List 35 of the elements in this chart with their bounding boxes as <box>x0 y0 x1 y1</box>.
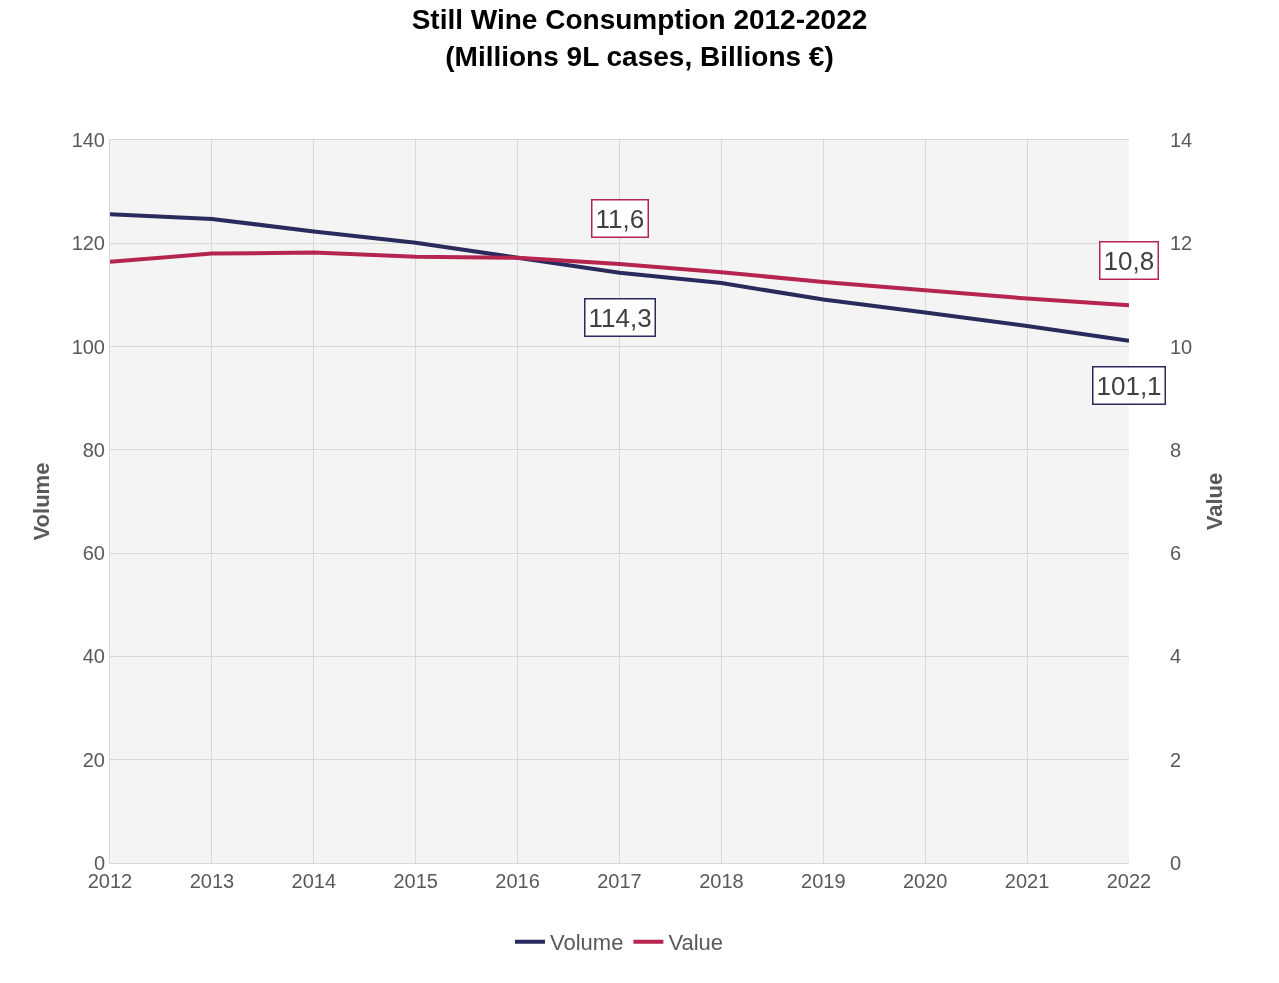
y2-tick-label: 0 <box>1170 852 1182 874</box>
y-tick-label: 100 <box>71 335 105 358</box>
y-tick-label: 60 <box>82 542 105 565</box>
chart-title: Still Wine Consumption 2012-2022 <box>411 4 868 36</box>
x-tick-label: 2022 <box>1106 870 1152 892</box>
y-tick-label: 20 <box>82 748 105 771</box>
y-tick-label: 140 <box>71 129 105 151</box>
x-tick-label: 2017 <box>597 870 642 892</box>
x-tick-label: 2016 <box>495 870 540 892</box>
y-axis-title: Volume <box>29 462 55 541</box>
chart-subtitle: (Millions 9L cases, Billions €) <box>445 40 834 72</box>
data-label: 114,3 <box>588 302 652 333</box>
x-tick-label: 2015 <box>393 870 438 892</box>
x-tick-label: 2020 <box>902 870 948 892</box>
x-tick-label: 2014 <box>291 870 337 892</box>
x-tick-label: 2018 <box>699 870 744 892</box>
y2-tick-label: 4 <box>1170 645 1182 668</box>
data-label: 11,6 <box>595 203 645 234</box>
x-tick-label: 2021 <box>1004 870 1050 892</box>
x-tick-label: 2019 <box>801 870 846 892</box>
y2-tick-label: 6 <box>1170 542 1182 565</box>
y2-tick-label: 12 <box>1170 232 1193 255</box>
y2-tick-label: 10 <box>1170 335 1193 358</box>
legend-label: Value <box>668 930 724 956</box>
y2-tick-label: 2 <box>1170 748 1182 771</box>
y2-axis-title: Value <box>1202 472 1228 531</box>
legend-label: Volume <box>550 930 624 956</box>
y-tick-label: 120 <box>71 232 105 255</box>
y-tick-label: 80 <box>82 438 105 461</box>
y2-tick-label: 14 <box>1170 129 1193 151</box>
y2-tick-label: 8 <box>1170 438 1182 461</box>
data-label: 101,1 <box>1096 370 1162 401</box>
x-tick-label: 2013 <box>189 870 235 892</box>
y-tick-label: 40 <box>82 645 105 668</box>
data-label: 10,8 <box>1103 245 1155 276</box>
